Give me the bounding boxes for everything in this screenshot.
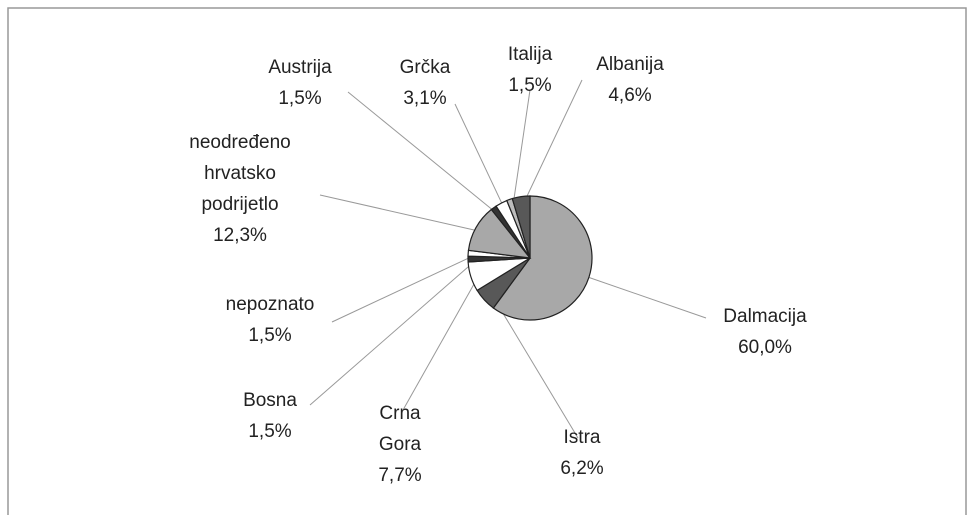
value-label: 1,5%	[508, 75, 551, 96]
value-label: 1,5%	[278, 88, 321, 109]
category-label: Albanija	[596, 54, 664, 75]
category-label: Dalmacija	[723, 306, 807, 327]
leader-line	[309, 258, 478, 406]
leader-line	[347, 91, 500, 216]
category-label: Grčka	[400, 57, 451, 78]
leaders	[309, 79, 707, 439]
category-label: Istra	[564, 427, 601, 448]
value-label: 4,6%	[608, 85, 651, 106]
value-label: 3,1%	[403, 88, 446, 109]
value-label: 7,7%	[378, 465, 421, 486]
value-label: 1,5%	[248, 421, 291, 442]
value-label: 6,2%	[560, 458, 603, 479]
category-label: Austrija	[268, 57, 332, 78]
value-label: 1,5%	[248, 325, 291, 346]
category-label: Bosna	[243, 390, 297, 411]
leader-line	[512, 89, 531, 209]
category-label: nepoznato	[226, 294, 315, 315]
value-label: 60,0%	[738, 337, 792, 358]
leader-line	[521, 79, 583, 207]
pie-slice	[511, 195, 531, 259]
category-label: Italija	[508, 44, 553, 65]
leader-line	[331, 253, 478, 323]
category-label: Crna Gora	[379, 403, 422, 455]
frame	[7, 7, 967, 515]
leader-line	[402, 273, 481, 411]
pie-slice	[492, 195, 593, 321]
category-label: neodređeno hrvatsko podrijetlo	[189, 132, 290, 215]
slices	[467, 195, 593, 321]
leader-line	[579, 273, 707, 319]
leader-line	[490, 293, 579, 439]
value-label: 12,3%	[213, 225, 267, 246]
leader-line	[454, 103, 507, 212]
leader-line	[319, 194, 485, 233]
